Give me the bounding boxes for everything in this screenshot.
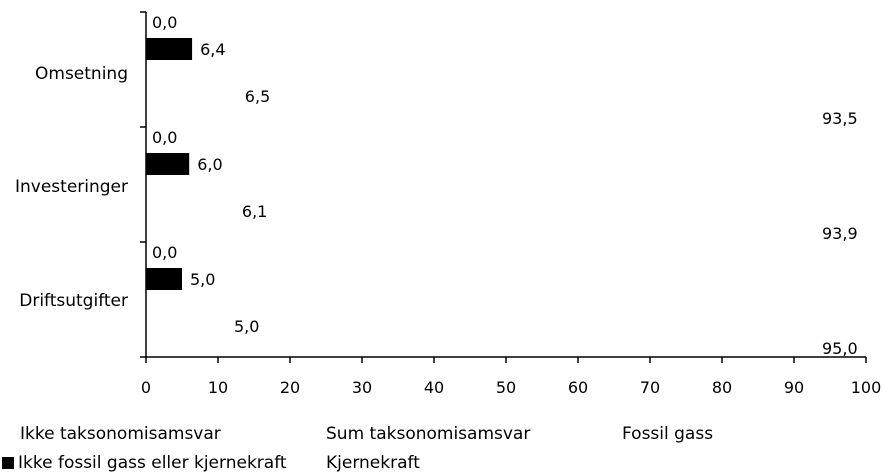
data-label: 5,0 xyxy=(190,270,215,289)
legend-swatch xyxy=(2,457,14,469)
category-labels: Omsetning Investeringer Driftsutgifter xyxy=(15,64,128,311)
x-tick-label: 60 xyxy=(568,378,588,397)
legend-item-kjernekraft: Kjernekraft xyxy=(326,453,420,473)
x-axis-ticks: 0 10 20 30 40 50 60 70 80 90 100 xyxy=(141,357,881,397)
data-label: 6,0 xyxy=(197,155,222,174)
x-tick-label: 100 xyxy=(851,378,882,397)
data-label: 6,5 xyxy=(245,87,270,106)
bars xyxy=(146,38,193,290)
bar xyxy=(146,38,193,60)
data-label: 93,5 xyxy=(822,109,858,128)
category-label: Driftsutgifter xyxy=(19,291,128,311)
data-label: 95,0 xyxy=(822,339,858,358)
bar xyxy=(146,268,182,290)
data-label: 93,9 xyxy=(822,224,858,243)
legend-label: Kjernekraft xyxy=(326,453,420,473)
bar xyxy=(146,153,190,175)
chart-legend: Ikke taksonomisamsvar Sum taksonomisamsv… xyxy=(0,418,885,475)
data-label: 5,0 xyxy=(234,317,259,336)
legend-label: Ikke fossil gass eller kjernekraft xyxy=(18,453,287,473)
x-tick-label: 10 xyxy=(208,378,228,397)
x-tick-label: 40 xyxy=(424,378,444,397)
x-tick-label: 50 xyxy=(496,378,516,397)
data-label: 0,0 xyxy=(152,128,177,147)
legend-item-ikke-taksonomisamsvar: Ikke taksonomisamsvar xyxy=(20,424,221,444)
x-tick-label: 20 xyxy=(280,378,300,397)
bar-chart: Omsetning Investeringer Driftsutgifter 0 10… xyxy=(15,11,881,397)
x-tick-label: 30 xyxy=(352,378,372,397)
legend-label: Fossil gass xyxy=(622,424,714,444)
data-label: 6,1 xyxy=(242,202,267,221)
category-label: Investeringer xyxy=(15,177,128,197)
data-label: 0,0 xyxy=(152,13,177,32)
x-tick-label: 70 xyxy=(640,378,660,397)
data-labels: 0,0 0,0 0,0 6,4 6,0 5,0 6,5 6,1 5,0 93,5 93,9 95,0 xyxy=(152,13,858,358)
data-label: 6,4 xyxy=(200,40,225,59)
legend-label: Ikke taksonomisamsvar xyxy=(20,424,221,444)
legend-label: Sum taksonomisamsvar xyxy=(326,424,531,444)
data-label: 0,0 xyxy=(152,243,177,262)
chart-axes xyxy=(140,11,866,358)
x-tick-label: 80 xyxy=(712,378,732,397)
legend-item-ikke-fossil-gass: Ikke fossil gass eller kjernekraft xyxy=(2,453,287,473)
x-tick-label: 90 xyxy=(784,378,804,397)
legend-item-sum-taksonomisamsvar: Sum taksonomisamsvar xyxy=(326,424,530,444)
x-tick-label: 0 xyxy=(141,378,151,397)
category-label: Omsetning xyxy=(35,64,128,84)
legend-item-fossil-gass: Fossil gass xyxy=(622,424,713,444)
